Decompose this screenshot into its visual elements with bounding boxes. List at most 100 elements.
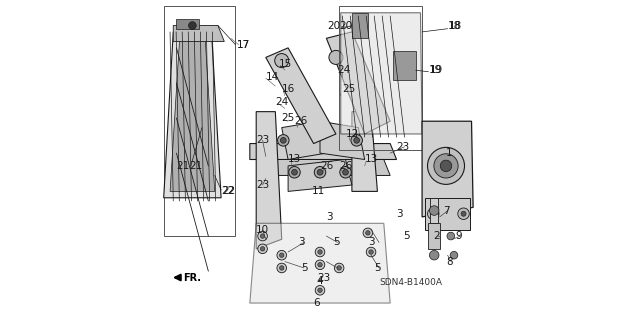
Text: 9: 9 <box>456 231 462 241</box>
Polygon shape <box>164 32 221 198</box>
Circle shape <box>365 231 370 235</box>
Text: 23: 23 <box>397 142 410 152</box>
Text: 23: 23 <box>317 272 330 283</box>
Polygon shape <box>422 121 473 217</box>
Bar <box>164 6 236 236</box>
Polygon shape <box>340 13 422 134</box>
Polygon shape <box>170 38 215 191</box>
Polygon shape <box>326 32 390 134</box>
Circle shape <box>280 137 286 143</box>
Text: 5: 5 <box>301 263 307 273</box>
Text: 5: 5 <box>333 237 339 248</box>
Polygon shape <box>250 223 390 303</box>
Circle shape <box>461 211 466 216</box>
Circle shape <box>458 208 469 219</box>
Text: FR.: FR. <box>183 272 201 283</box>
Text: 21: 21 <box>189 161 202 171</box>
Text: 26: 26 <box>294 116 308 126</box>
Circle shape <box>314 128 326 140</box>
Polygon shape <box>262 160 390 175</box>
Polygon shape <box>428 223 440 249</box>
Polygon shape <box>173 26 224 41</box>
Circle shape <box>363 228 372 238</box>
Polygon shape <box>288 160 352 191</box>
Circle shape <box>431 211 436 216</box>
Text: 19: 19 <box>430 65 444 75</box>
Text: 14: 14 <box>266 71 279 82</box>
Circle shape <box>280 266 284 270</box>
Circle shape <box>316 286 324 295</box>
Text: 18: 18 <box>447 20 461 31</box>
Circle shape <box>316 247 324 257</box>
Circle shape <box>369 250 373 254</box>
Text: 13: 13 <box>365 154 378 165</box>
Text: 23: 23 <box>256 135 269 145</box>
Polygon shape <box>266 48 336 144</box>
Circle shape <box>317 169 323 175</box>
Circle shape <box>318 263 322 267</box>
Circle shape <box>450 251 458 259</box>
Polygon shape <box>425 198 470 230</box>
Circle shape <box>318 250 322 254</box>
Circle shape <box>334 263 344 273</box>
Polygon shape <box>430 198 438 223</box>
Text: SDN4-B1400A: SDN4-B1400A <box>379 278 442 287</box>
Bar <box>339 6 422 150</box>
Text: 3: 3 <box>397 209 403 219</box>
Text: 15: 15 <box>278 59 292 69</box>
Circle shape <box>429 250 439 260</box>
Text: 20: 20 <box>339 20 352 31</box>
Circle shape <box>366 247 376 257</box>
Text: 26: 26 <box>320 161 333 171</box>
Text: 3: 3 <box>368 237 374 248</box>
Circle shape <box>351 135 362 146</box>
Circle shape <box>434 154 458 178</box>
Circle shape <box>428 208 439 219</box>
Circle shape <box>428 147 465 184</box>
Text: 25: 25 <box>282 113 295 123</box>
Circle shape <box>277 250 287 260</box>
Circle shape <box>278 135 289 146</box>
Polygon shape <box>177 19 199 29</box>
Text: 1: 1 <box>446 148 452 158</box>
Text: 20: 20 <box>328 20 340 31</box>
Circle shape <box>260 247 265 251</box>
Circle shape <box>258 244 268 254</box>
Text: 17: 17 <box>237 40 250 50</box>
Circle shape <box>314 167 326 178</box>
Text: 12: 12 <box>346 129 359 139</box>
Text: 3: 3 <box>326 212 333 222</box>
Circle shape <box>189 22 196 29</box>
Text: 4: 4 <box>317 276 323 286</box>
Circle shape <box>342 169 348 175</box>
Text: 6: 6 <box>314 298 320 308</box>
Circle shape <box>292 169 298 175</box>
Text: 3: 3 <box>298 237 304 248</box>
Text: 24: 24 <box>275 97 289 107</box>
Text: 5: 5 <box>403 231 410 241</box>
Text: 8: 8 <box>446 256 452 267</box>
Text: 11: 11 <box>312 186 325 197</box>
Circle shape <box>260 234 265 238</box>
Polygon shape <box>352 13 368 38</box>
Text: 16: 16 <box>282 84 295 94</box>
Polygon shape <box>394 51 416 80</box>
Text: 23: 23 <box>256 180 269 190</box>
Circle shape <box>316 260 324 270</box>
Circle shape <box>354 137 360 143</box>
Polygon shape <box>256 112 282 249</box>
Circle shape <box>277 263 287 273</box>
Circle shape <box>447 232 454 240</box>
Circle shape <box>289 167 300 178</box>
Polygon shape <box>250 144 397 160</box>
Circle shape <box>317 131 323 137</box>
Polygon shape <box>320 121 365 160</box>
Circle shape <box>318 288 322 293</box>
Circle shape <box>337 266 341 270</box>
Text: 22: 22 <box>223 186 236 197</box>
Text: 2: 2 <box>433 231 440 241</box>
Text: 26: 26 <box>339 161 353 171</box>
Text: 24: 24 <box>337 65 351 75</box>
Circle shape <box>329 50 343 64</box>
Circle shape <box>275 54 289 68</box>
